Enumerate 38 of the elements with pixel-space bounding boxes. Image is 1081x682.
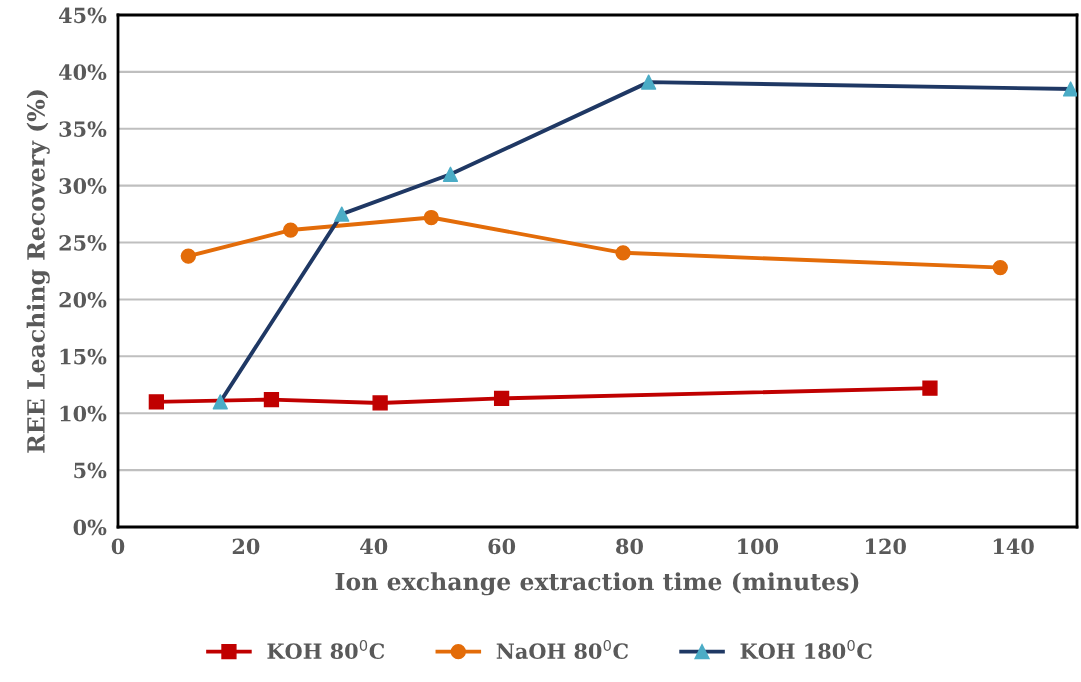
point xyxy=(212,394,228,410)
x-tick-label: 80 xyxy=(616,538,643,555)
y-tick-label: 25% xyxy=(59,235,107,251)
y-tick-label: 15% xyxy=(60,348,107,365)
point xyxy=(615,245,631,261)
x-tick-label: 140 xyxy=(993,538,1034,555)
point xyxy=(922,380,938,396)
point xyxy=(148,394,164,410)
point xyxy=(180,248,196,264)
point xyxy=(493,390,510,407)
y-tick-label: 30% xyxy=(59,178,107,194)
x-tick-label: 120 xyxy=(866,538,906,555)
x-tick-label: 0 xyxy=(111,538,125,555)
y-tick-label: 5% xyxy=(74,462,107,479)
y-tick-label: 10% xyxy=(60,405,107,422)
y-tick-label: 20% xyxy=(59,291,107,308)
x-tick-label: 20 xyxy=(232,538,260,555)
y-axis-title: REE Leaching Recovery (%) xyxy=(26,90,50,453)
point xyxy=(423,209,439,226)
x-axis-title: Ion exchange extraction time (minutes) xyxy=(335,572,859,596)
x-tick-label: 40 xyxy=(360,538,388,555)
point xyxy=(263,391,280,408)
y-tick-label: 40% xyxy=(58,64,107,81)
legend-label: KOH 80$^{0}$C xyxy=(267,639,385,660)
point xyxy=(1062,81,1077,97)
x-tick-label: 100 xyxy=(738,538,779,555)
x-tick-label: 60 xyxy=(488,538,516,555)
point xyxy=(992,259,1008,276)
legend-label: NaOH 80$^{0}$C xyxy=(496,639,628,660)
point xyxy=(334,206,350,222)
y-tick-label: 0% xyxy=(73,519,107,536)
point xyxy=(442,166,459,182)
y-tick-label: 45% xyxy=(58,7,107,24)
point xyxy=(372,395,388,411)
point xyxy=(282,222,299,238)
legend-label: KOH 180$^{0}$C xyxy=(740,639,872,660)
y-tick-label: 35% xyxy=(59,121,107,137)
point xyxy=(641,74,657,90)
